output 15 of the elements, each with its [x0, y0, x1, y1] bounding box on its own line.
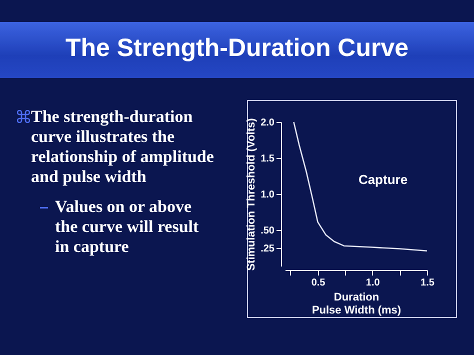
x-tick-label: 0.5 [311, 278, 326, 288]
y-tick-label: .50 [260, 226, 275, 236]
text: The strength-duration curve illustrates the relationship of amplitude and pulse width [31, 107, 215, 187]
y-tick-label: .25 [260, 244, 275, 254]
x-axis-title: Duration Pulse Width (ms) [312, 292, 402, 316]
y-tick-label: 2.0 [260, 118, 275, 128]
chart-title: The Strength-Duration Curve [64, 34, 410, 63]
x-tick-label: 1.0 [366, 278, 380, 288]
annotation: Capture [358, 172, 408, 187]
x-tick-label: 1.5 [420, 278, 435, 288]
line-series [293, 121, 428, 252]
y-tick-label: 1.5 [260, 154, 275, 164]
y-tick-label: 1.0 [260, 190, 275, 200]
text: Values on or above the curve will result in capture [55, 197, 200, 257]
y-axis-title: Stimulation Threshold (Volts) [246, 118, 258, 271]
